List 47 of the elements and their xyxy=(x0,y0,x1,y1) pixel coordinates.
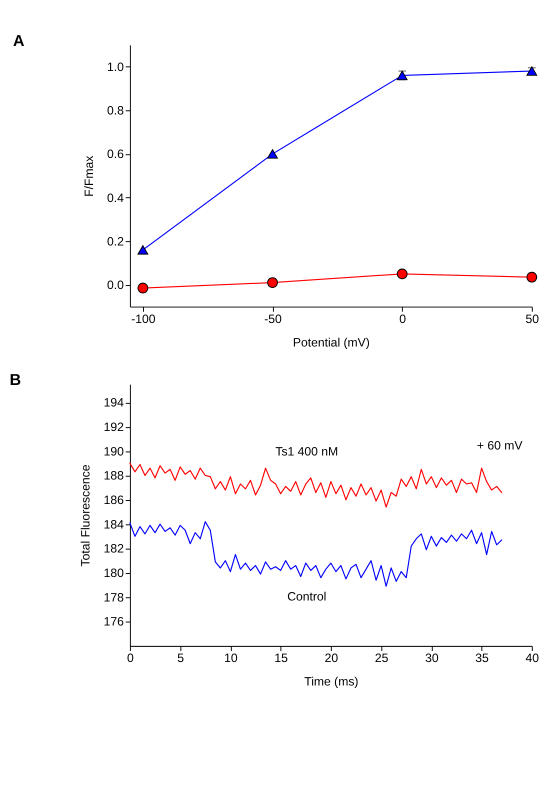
x-tick-label: 25 xyxy=(374,651,389,666)
line-series xyxy=(129,462,502,508)
x-axis-title: Time (ms) xyxy=(304,674,358,689)
y-tick-label: 0.6 xyxy=(106,147,124,162)
y-tick-label: 184 xyxy=(104,517,124,532)
x-tick-label: 40 xyxy=(526,651,540,666)
x-tick-label: 50 xyxy=(526,312,540,326)
series-label: Control xyxy=(287,589,326,604)
x-axis-title: Potential (mV) xyxy=(292,335,370,350)
x-tick-label: 15 xyxy=(274,651,288,666)
series-label: Ts1 400 nM xyxy=(275,444,338,459)
x-tick-label: 20 xyxy=(324,651,338,666)
point xyxy=(138,245,148,255)
y-axis-title: Total Fluorescence xyxy=(78,464,93,566)
y-tick-label: 188 xyxy=(104,468,124,483)
chart-title: A xyxy=(13,32,26,50)
chart-title: B xyxy=(10,372,22,390)
y-tick-label: 182 xyxy=(104,542,124,556)
point xyxy=(526,66,538,76)
x-tick-label: -100 xyxy=(131,312,156,326)
y-tick-label: 180 xyxy=(104,566,124,580)
y-tick-label: 1.0 xyxy=(106,60,124,74)
x-tick-label: 10 xyxy=(224,651,238,666)
y-tick-label: 0.8 xyxy=(106,104,124,118)
x-tick-label: -50 xyxy=(264,312,282,326)
point xyxy=(396,268,408,280)
y-tick-label: 186 xyxy=(104,493,124,508)
point xyxy=(138,282,148,294)
point xyxy=(267,149,278,159)
x-tick-label: 30 xyxy=(425,651,439,666)
point xyxy=(267,277,278,288)
y-tick-label: 190 xyxy=(104,444,124,458)
x-tick-label: 5 xyxy=(177,651,184,666)
y-tick-label: 178 xyxy=(104,590,124,604)
point xyxy=(526,272,538,283)
y-tick-label: 0.2 xyxy=(106,234,124,248)
annotation: + 60 mV xyxy=(476,438,524,453)
y-tick-label: 176 xyxy=(104,614,124,629)
x-tick-label: 0 xyxy=(127,651,134,666)
y-tick-label: 0.0 xyxy=(106,278,124,292)
x-tick-label: 35 xyxy=(475,651,490,666)
x-tick-label: 0 xyxy=(399,312,406,326)
y-tick-label: 192 xyxy=(104,420,124,434)
line-series xyxy=(129,521,502,587)
y-tick-label: 194 xyxy=(104,396,124,410)
y-axis-title: F/Fmax xyxy=(82,156,96,197)
y-tick-label: 0.4 xyxy=(106,190,124,205)
